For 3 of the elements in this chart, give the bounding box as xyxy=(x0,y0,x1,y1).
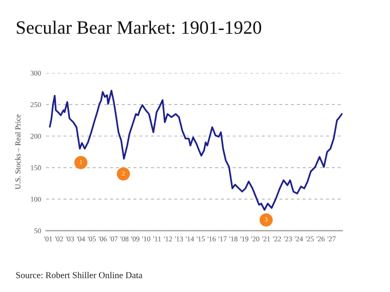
line-series xyxy=(49,90,342,211)
chart-title: Secular Bear Market: 1901-1920 xyxy=(16,20,262,34)
source-note: Source: Robert Shiller Online Data xyxy=(16,272,142,278)
